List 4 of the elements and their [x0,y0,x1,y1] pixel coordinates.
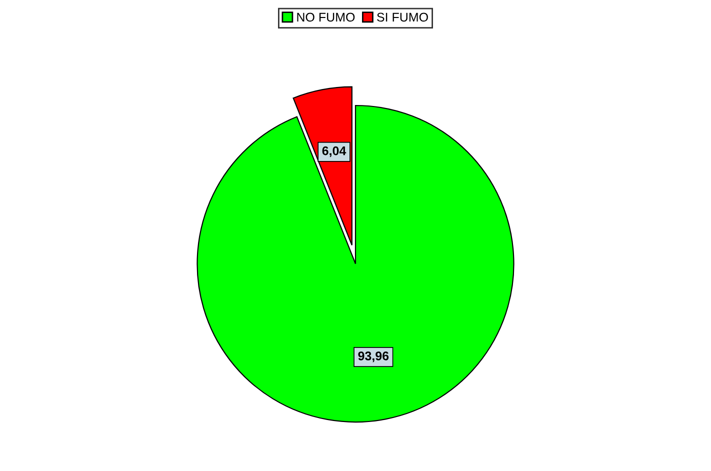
data-label: 6,04 [322,146,346,158]
legend-label: SI FUMO [377,12,428,22]
legend-label: NO FUMO [297,12,355,22]
data-label: 93,96 [358,352,389,362]
